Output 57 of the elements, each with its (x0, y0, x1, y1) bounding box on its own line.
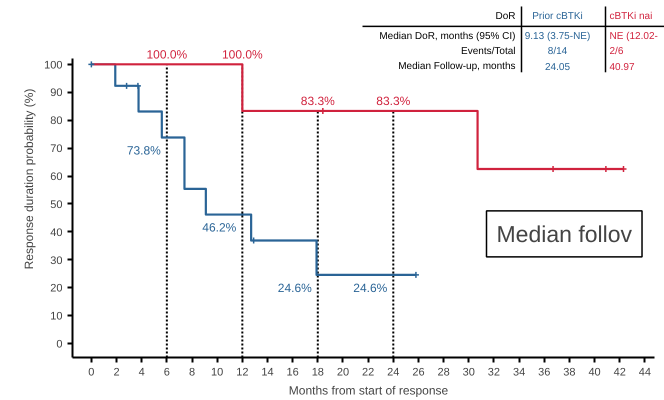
x-tick-label: 2 (113, 366, 120, 378)
text: DoR (495, 10, 516, 22)
text: 8/14 (548, 46, 568, 57)
x-tick-label: 36 (538, 366, 550, 378)
x-tick-label: 10 (211, 366, 224, 378)
x-tick-label: 6 (164, 366, 170, 378)
x-tick-label: 18 (312, 366, 324, 378)
x-tick-label: 24 (387, 366, 400, 378)
annotation: 83.3% (300, 94, 336, 108)
text: NE (12.02- (610, 30, 658, 42)
x-tick-label: 20 (336, 366, 350, 378)
y-tick-label: 90 (50, 87, 63, 100)
x-tick-label: 44 (638, 366, 652, 378)
x-tick-label: 12 (236, 366, 248, 378)
x-tick-label: 22 (362, 366, 374, 378)
x-tick-label: 16 (286, 366, 299, 378)
x-tick-label: 32 (488, 366, 500, 378)
annotation: 24.05 (544, 62, 570, 73)
y-tick-label: 40 (50, 226, 63, 239)
x-tick-label: 8 (188, 366, 196, 378)
y-tick-label: 30 (50, 254, 63, 267)
annotation: Median follov (496, 220, 633, 247)
annotation: Median Follow-up, months (398, 60, 516, 72)
x-tick-label: 42 (614, 366, 626, 378)
x-tick-label: 0 (88, 366, 94, 378)
y-tick-label: 20 (50, 282, 63, 295)
y-tick-label: 50 (50, 198, 63, 211)
annotation: 100.0% (146, 47, 188, 62)
x-tick-label: 34 (512, 366, 526, 378)
annotation: 24.6% (353, 280, 388, 295)
y-tick-label: 70 (50, 143, 63, 156)
annotation: 24.6% (278, 280, 312, 295)
x-tick-label: 38 (563, 366, 576, 378)
y-axis-title: Response duration probability (%) (22, 88, 36, 270)
x-tick-label: 14 (261, 366, 274, 378)
text: Events/Total (461, 46, 516, 57)
y-tick-label: 80 (50, 115, 63, 128)
annotation: 100.0% (222, 47, 264, 62)
y-tick-label: 0 (56, 338, 63, 351)
x-tick-label: 28 (437, 366, 450, 378)
annotation: 46.2% (202, 220, 237, 235)
x-tick-label: 30 (462, 366, 475, 378)
text: 9.13 (3.75-NE) (524, 30, 590, 42)
text: Median DoR, months (95% CI) (379, 30, 516, 42)
y-tick-label: 60 (50, 171, 63, 184)
x-axis-title: Months from start of response (288, 384, 449, 398)
annotation: 40.97 (610, 62, 635, 73)
text: 2/6 (610, 46, 624, 57)
x-tick-label: 4 (138, 366, 145, 378)
text: cBTKi nai (610, 10, 652, 22)
x-tick-label: 26 (412, 366, 425, 378)
x-tick-label: 40 (588, 366, 601, 378)
annotation: 83.3% (376, 94, 411, 108)
y-tick-label: 100 (44, 59, 63, 72)
y-tick-label: 10 (50, 310, 63, 323)
text: Prior cBTKi (532, 10, 583, 22)
annotation: 73.8% (126, 143, 162, 158)
